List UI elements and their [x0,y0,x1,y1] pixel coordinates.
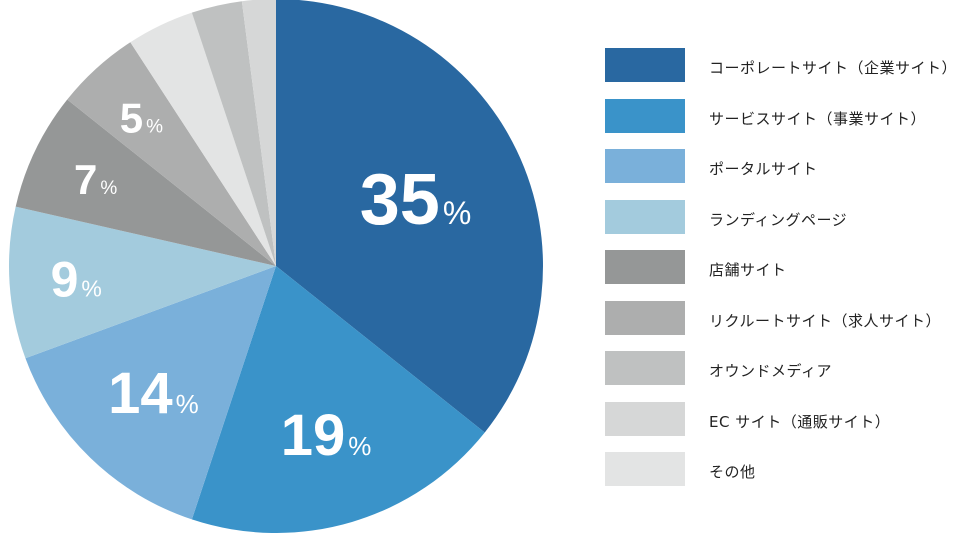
legend-label: 店舗サイト [709,261,787,279]
legend-label: その他 [709,463,756,481]
legend-swatch [605,149,685,183]
slice-label: 19% [281,403,372,468]
pie-slice [25,266,277,520]
legend-swatch [605,351,685,385]
legend-swatch [605,48,685,82]
legend-label: サービスサイト（事業サイト） [709,109,927,128]
slice-label: 9% [51,251,102,307]
legend-swatch [605,452,685,486]
legend-label: リクルートサイト（求人サイト） [709,311,942,330]
pie-slice [15,99,276,266]
legend-swatch [605,98,685,133]
pie-slice [241,0,276,266]
legend-label: コーポレートサイト（企業サイト） [709,59,958,77]
legend-swatch [605,199,685,234]
legend-swatch [605,401,685,436]
pie-slice [276,0,543,433]
legend-label: オウンドメディア [709,362,832,380]
pie-slice [8,206,277,359]
slice-label: 35% [360,160,472,240]
pie-slice [130,12,276,266]
legend-swatch [605,250,685,284]
slice-label: 7% [74,156,117,203]
legend-label: ポータルサイト [709,160,818,178]
slice-label: 5% [120,95,163,142]
legend-label: EC サイト（通販サイト） [709,412,891,431]
legend-swatch [605,300,685,335]
pie-slice [191,266,485,533]
pie-slice [67,42,276,267]
legend-label: ランディングページ [709,210,848,229]
slice-label: 14% [108,361,199,426]
pie-slice [191,1,276,266]
